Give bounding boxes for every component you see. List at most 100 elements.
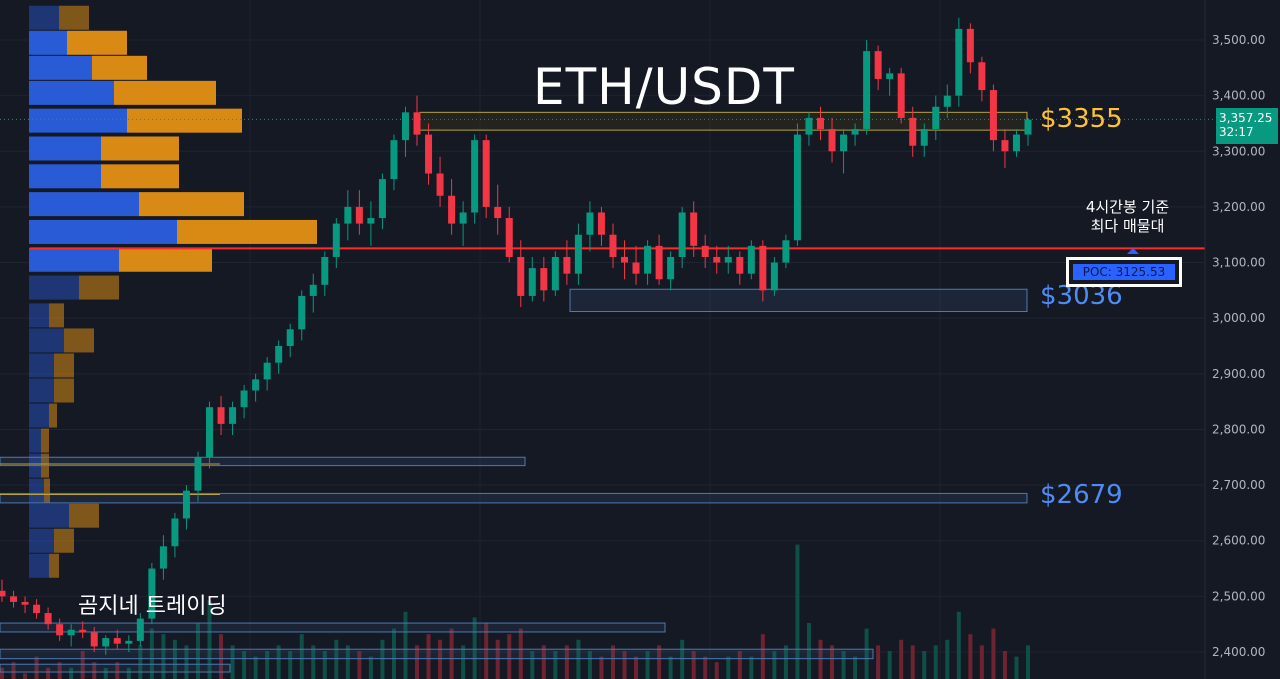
volume-bar [438, 639, 443, 679]
candle-body [782, 240, 790, 263]
candle-body [1024, 119, 1032, 135]
volume-bar [161, 634, 166, 679]
candle-body [378, 179, 386, 219]
volume-profile-down [64, 328, 94, 353]
volume-bar [1002, 651, 1007, 679]
candle-body [874, 51, 882, 79]
last-price-tag: 3,357.25 32:17 [1216, 108, 1278, 145]
volume-bar [726, 656, 731, 679]
volume-profile-up [29, 219, 177, 244]
y-tick-label: 2,500.00 [1212, 589, 1265, 603]
candle-body [21, 601, 29, 605]
volume-bar [657, 645, 662, 679]
volume-bar [138, 645, 143, 679]
volume-profile-up [29, 503, 69, 528]
candle-body [413, 112, 421, 135]
volume-profile-up [29, 353, 54, 378]
candle-body [448, 195, 456, 224]
candle-body [355, 206, 363, 224]
candle-body [632, 262, 640, 274]
watermark-text: 곰지네 트레이딩 [78, 594, 227, 619]
candle-body [390, 140, 398, 180]
candle-body [551, 256, 559, 291]
candle-body [425, 134, 433, 174]
y-tick-label: 2,600.00 [1212, 534, 1265, 548]
volume-bar [922, 651, 927, 679]
poc-label: POC: 3125.53 [1073, 264, 1175, 280]
candle-body [540, 268, 548, 291]
volume-bar [311, 645, 316, 679]
candle-body [851, 129, 859, 135]
volume-profile-up [29, 553, 49, 578]
volume-bar [576, 639, 581, 679]
poc-marker-icon [1127, 248, 1139, 254]
volume-bar [461, 645, 466, 679]
volume-bar [184, 645, 189, 679]
volume-bar [495, 639, 500, 679]
y-tick-label: 3,400.00 [1212, 89, 1265, 103]
volume-profile-down [54, 528, 74, 553]
volume-bar [299, 634, 304, 679]
candle-body [10, 596, 18, 602]
volume-bar [34, 656, 39, 679]
volume-bar [553, 651, 558, 679]
volume-bar [484, 623, 489, 679]
volume-bar [415, 645, 420, 679]
candle-body [574, 234, 582, 274]
volume-profile-down [69, 503, 99, 528]
volume-bar [518, 628, 523, 679]
candle-body [701, 245, 709, 257]
volume-profile-down [59, 5, 89, 30]
candle-body [644, 245, 652, 274]
volume-bar [242, 651, 247, 679]
zone-2679 [0, 492, 1028, 504]
volume-bar [507, 634, 512, 679]
candle-body [840, 134, 848, 152]
volume-bar [599, 656, 604, 679]
volume-bar [887, 651, 892, 679]
candle-body [655, 245, 663, 280]
candle-body [229, 407, 237, 424]
candle-body [171, 518, 179, 547]
volume-bar [680, 639, 685, 679]
volume-bar [876, 645, 881, 679]
candle-body [816, 117, 824, 130]
volume-bar [541, 645, 546, 679]
candle-body [989, 90, 997, 141]
candle-body [321, 256, 329, 285]
candle-body [690, 212, 698, 246]
volume-bar [853, 656, 858, 679]
candle-body [206, 407, 214, 458]
volume-profile-up [29, 403, 49, 428]
volume-bar [783, 645, 788, 679]
volume-profile-down [177, 219, 317, 244]
volume-bar [945, 639, 950, 679]
poc-note-line2: 최다 매물대 [1090, 217, 1165, 235]
y-tick-label: 2,800.00 [1212, 422, 1265, 436]
candle-body [897, 73, 905, 118]
candle-body [148, 568, 156, 619]
volume-bar [230, 645, 235, 679]
candle-body [517, 256, 525, 296]
candle-body [159, 546, 167, 569]
candle-body [886, 73, 894, 79]
y-tick-label: 3,200.00 [1212, 200, 1265, 214]
volume-bar [899, 639, 904, 679]
y-tick-label: 3,100.00 [1212, 256, 1265, 270]
volume-bar [0, 667, 4, 679]
volume-profile-down [44, 478, 50, 503]
volume-profile-up [29, 303, 49, 328]
volume-bar [391, 628, 396, 679]
volume-bar [357, 651, 362, 679]
candle-body [0, 590, 6, 597]
volume-bar [368, 656, 373, 679]
candle-body [102, 638, 110, 647]
volume-profile-down [114, 80, 216, 105]
volume-bar [46, 667, 51, 679]
poc-note-line1: 4시간봉 기준 [1085, 198, 1170, 216]
y-tick-label: 3,000.00 [1212, 311, 1265, 325]
volume-bar [795, 544, 800, 679]
candle-body [563, 256, 571, 274]
volume-bar [115, 662, 120, 679]
